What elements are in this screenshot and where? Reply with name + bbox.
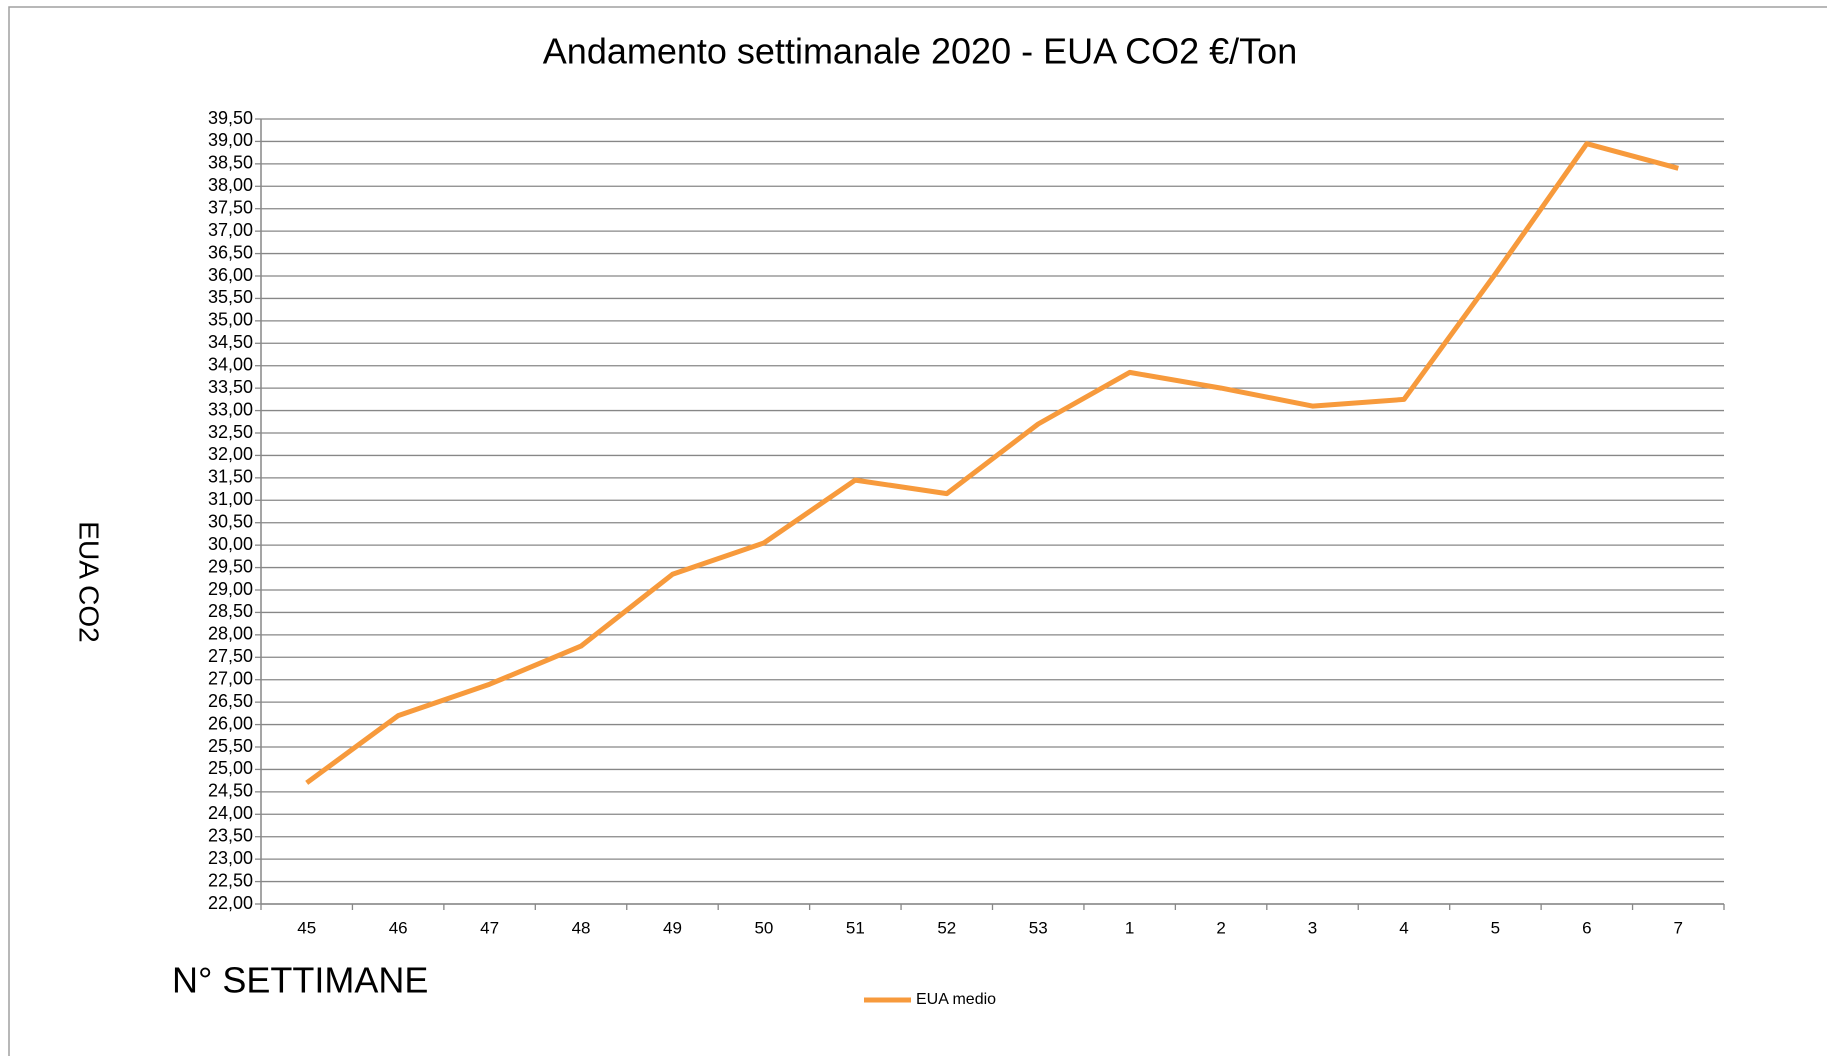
y-tick-label: 37,50 (208, 197, 253, 217)
y-tick-label: 29,00 (208, 579, 253, 599)
y-tick-label: 24,50 (208, 781, 253, 801)
y-tick-label: 38,00 (208, 175, 253, 195)
y-tick-label: 34,00 (208, 354, 253, 374)
y-tick-label: 33,00 (208, 399, 253, 419)
x-tick-label: 48 (572, 918, 591, 937)
y-axis-title: EUA CO2 (74, 521, 105, 642)
x-tick-label: 3 (1308, 918, 1317, 937)
x-tick-label: 45 (297, 918, 316, 937)
x-axis-title: N° SETTIMANE (172, 960, 428, 1001)
y-tick-label: 34,50 (208, 332, 253, 352)
x-tick-label: 50 (754, 918, 773, 937)
x-tick-label: 4 (1399, 918, 1408, 937)
y-tick-label: 33,50 (208, 377, 253, 397)
x-tick-label: 52 (937, 918, 956, 937)
y-tick-label: 27,50 (208, 646, 253, 666)
y-tick-label: 27,00 (208, 668, 253, 688)
y-tick-label: 38,50 (208, 153, 253, 173)
x-tick-label: 53 (1029, 918, 1048, 937)
y-tick-label: 25,00 (208, 758, 253, 778)
y-tick-label: 24,00 (208, 803, 253, 823)
y-tick-label: 28,50 (208, 601, 253, 621)
y-tick-label: 31,50 (208, 467, 253, 487)
x-tick-label: 2 (1216, 918, 1225, 937)
y-tick-label: 26,50 (208, 691, 253, 711)
x-tick-label: 49 (663, 918, 682, 937)
y-tick-label: 22,50 (208, 870, 253, 890)
y-tick-label: 39,50 (208, 108, 253, 128)
y-tick-label: 23,50 (208, 825, 253, 845)
x-tick-label: 6 (1582, 918, 1591, 937)
y-tick-label: 25,50 (208, 736, 253, 756)
y-tick-label: 39,00 (208, 130, 253, 150)
chart-border (8, 6, 1827, 1056)
y-tick-label: 28,00 (208, 624, 253, 644)
y-tick-label: 30,50 (208, 511, 253, 531)
y-tick-label: 30,00 (208, 534, 253, 554)
chart-title: Andamento settimanale 2020 - EUA CO2 €/T… (543, 31, 1297, 72)
y-tick-label: 32,50 (208, 422, 253, 442)
x-tick-label: 51 (846, 918, 865, 937)
y-tick-label: 37,00 (208, 220, 253, 240)
x-tick-label: 47 (480, 918, 499, 937)
y-tick-label: 35,00 (208, 310, 253, 330)
data-line (305, 141, 1679, 785)
y-tick-label: 36,00 (208, 265, 253, 285)
legend-label: EUA medio (916, 991, 996, 1008)
y-tick-label: 23,00 (208, 848, 253, 868)
y-tick-label: 26,00 (208, 713, 253, 733)
x-tick-label: 46 (389, 918, 408, 937)
x-tick-label: 7 (1674, 918, 1683, 937)
y-tick-label: 32,00 (208, 444, 253, 464)
x-tick-label: 5 (1491, 918, 1500, 937)
y-tick-label: 31,00 (208, 489, 253, 509)
y-tick-label: 36,50 (208, 242, 253, 262)
x-tick-label: 1 (1125, 918, 1134, 937)
y-tick-label: 35,50 (208, 287, 253, 307)
y-tick-label: 29,50 (208, 556, 253, 576)
y-tick-label: 22,00 (208, 893, 253, 913)
